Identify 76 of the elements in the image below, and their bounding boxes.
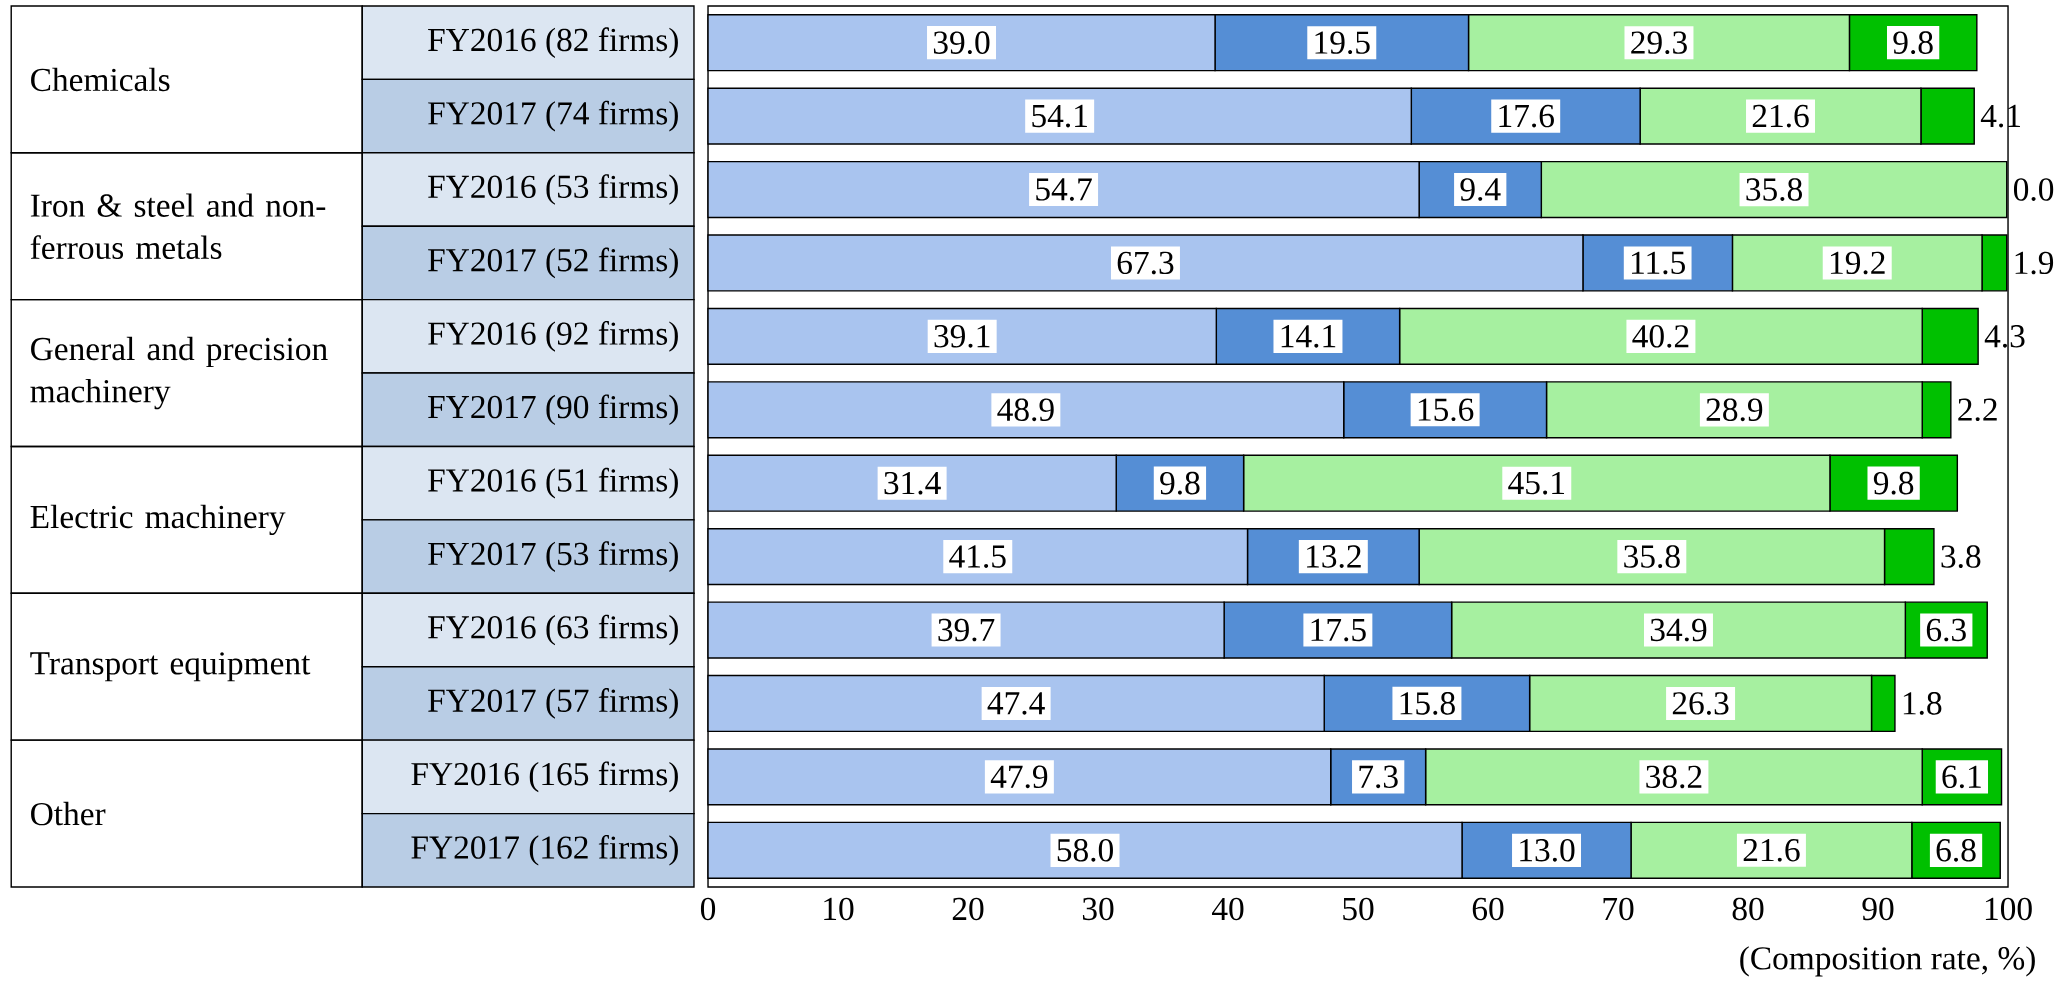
data-label: 38.2 xyxy=(1646,765,1702,789)
text: Iron & steel and non-ferrous metals xyxy=(30,193,326,260)
text: Transport equipment xyxy=(30,652,311,682)
data-label: 45.1 xyxy=(1508,471,1565,495)
text: Chemicals xyxy=(31,67,170,92)
data-label: 28.9 xyxy=(1706,398,1763,422)
data-label: 17.6 xyxy=(1499,104,1554,128)
x-tick-label: 20 xyxy=(952,897,984,921)
x-tick-label: 40 xyxy=(1211,897,1244,921)
data-label: 17.5 xyxy=(1311,618,1366,642)
y-tick-label: FY2016 (82 firms) xyxy=(428,27,678,59)
y-tick-label: FY2016 (63 firms) xyxy=(428,614,678,646)
x-tick-label: 80 xyxy=(1732,897,1764,921)
data-label: 48.9 xyxy=(997,398,1054,422)
data-label: 9.8 xyxy=(1160,471,1200,495)
data-label: 9.8 xyxy=(1873,471,1914,495)
y-tick-label: FY2017 (162 firms) xyxy=(411,834,678,866)
x-tick-label: 50 xyxy=(1343,897,1374,921)
x-tick-label: 60 xyxy=(1472,897,1504,921)
data-label: 54.1 xyxy=(1032,104,1087,128)
x-tick-label: 100 xyxy=(1985,897,2032,921)
y-tick-label: FY2017 (74 firms) xyxy=(428,100,678,132)
x-tick-label: 0 xyxy=(700,897,716,921)
data-label: 1.8 xyxy=(1903,692,1942,715)
data-label: 9.4 xyxy=(1460,178,1501,201)
data-label: 7.3 xyxy=(1359,765,1398,789)
y-tick-label: FY2016 (51 firms) xyxy=(428,467,678,499)
data-label: 3.8 xyxy=(1941,545,1981,568)
x-tick-label: 90 xyxy=(1862,897,1894,921)
data-label: 19.5 xyxy=(1315,31,1370,55)
data-label: 11.5 xyxy=(1632,251,1685,275)
x-tick-label: 30 xyxy=(1082,897,1114,921)
data-label: 6.1 xyxy=(1942,765,1981,789)
y-tick-label: FY2017 (57 firms) xyxy=(428,688,678,719)
text: General and precision machinery xyxy=(30,336,328,410)
text: Electric machinery xyxy=(30,504,286,536)
data-label: 1.9 xyxy=(2015,251,2054,275)
data-label: 47.4 xyxy=(987,692,1045,715)
data-label: 2.2 xyxy=(1958,398,1997,422)
data-label: 41.5 xyxy=(949,545,1006,568)
data-label: 54.7 xyxy=(1036,178,1092,201)
text: Other xyxy=(31,801,106,826)
data-label: 58.0 xyxy=(1057,838,1113,862)
x-tick-label: 10 xyxy=(824,897,854,921)
y-tick-label: FY2017 (53 firms) xyxy=(428,541,678,572)
y-tick-label: FY2016 (92 firms) xyxy=(428,321,678,352)
data-label: 13.2 xyxy=(1307,545,1361,568)
data-label: 0.0 xyxy=(2013,178,2054,201)
y-tick-label: FY2016 (53 firms) xyxy=(428,174,678,205)
x-tick-label: 70 xyxy=(1603,897,1634,921)
data-label: 6.8 xyxy=(1936,838,1976,862)
y-tick-label: FY2016 (165 firms) xyxy=(411,761,678,793)
data-label: 19.2 xyxy=(1830,251,1885,275)
data-label: 21.6 xyxy=(1752,104,1809,128)
data-label: 35.8 xyxy=(1746,178,1802,201)
x-axis-title: (Composition rate, %) xyxy=(1740,946,2035,977)
data-label: 34.9 xyxy=(1650,618,1707,642)
data-label: 67.3 xyxy=(1117,251,1174,275)
data-label: 26.3 xyxy=(1672,692,1729,715)
data-label: 13.0 xyxy=(1520,838,1575,862)
y-tick-label: FY2017 (52 firms) xyxy=(428,247,678,279)
data-label: 31.4 xyxy=(884,471,941,495)
data-label: 40.2 xyxy=(1632,325,1689,348)
data-label: 14.1 xyxy=(1281,325,1336,348)
data-label: 39.7 xyxy=(938,618,995,642)
data-label: 39.1 xyxy=(934,325,990,348)
data-label: 9.8 xyxy=(1893,31,1933,55)
y-tick-label: FY2017 (90 firms) xyxy=(428,394,678,426)
data-label: 47.9 xyxy=(990,765,1048,789)
data-label: 6.3 xyxy=(1926,618,1966,642)
data-label: 39.0 xyxy=(933,31,990,55)
data-label: 21.6 xyxy=(1743,839,1800,862)
data-label: 15.8 xyxy=(1400,692,1455,715)
data-label: 29.3 xyxy=(1631,31,1687,55)
data-label: 35.8 xyxy=(1624,545,1680,568)
data-label: 15.6 xyxy=(1418,398,1474,422)
